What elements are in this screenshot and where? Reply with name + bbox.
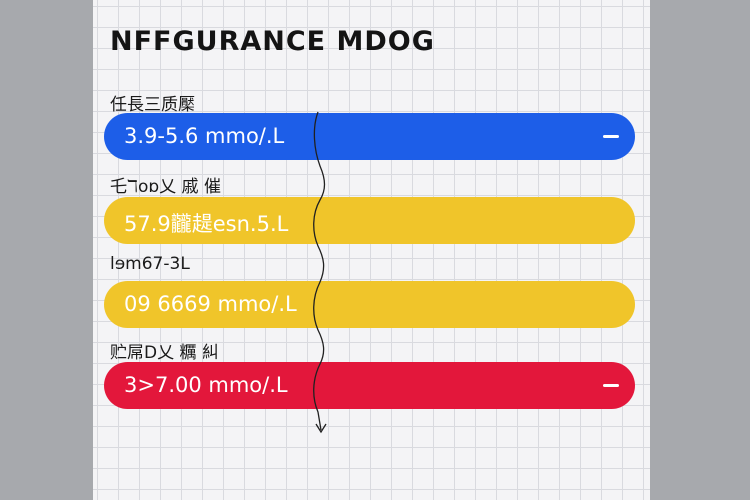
row-label-4: 贮屌D乂 糲 糾	[110, 343, 219, 363]
row-label-1: 任長三质檿	[110, 95, 195, 115]
grid-paper-sheet	[93, 0, 650, 500]
row-label-2: 乇ℸoɒ乂 戚 催	[110, 177, 221, 197]
range-bar-value-1: 3.9-5.6 mmo/.L	[124, 124, 285, 148]
range-bar-value-3: 09 6669 mmo/.L	[124, 292, 297, 316]
page-title: NFFGURANCE MDOG	[110, 26, 435, 57]
row-label-3: lɘm67-3L	[110, 254, 190, 274]
minus-icon	[603, 135, 619, 138]
minus-icon	[603, 384, 619, 387]
range-bar-2: 57.9龖趧esn.5.L	[104, 197, 635, 244]
range-bar-4: 3>7.00 mmo/.L	[104, 362, 635, 409]
range-bar-1: 3.9-5.6 mmo/.L	[104, 113, 635, 160]
range-bar-3: 09 6669 mmo/.L	[104, 281, 635, 328]
range-bar-value-2: 57.9龖趧esn.5.L	[124, 212, 289, 236]
range-bar-value-4: 3>7.00 mmo/.L	[124, 373, 288, 397]
